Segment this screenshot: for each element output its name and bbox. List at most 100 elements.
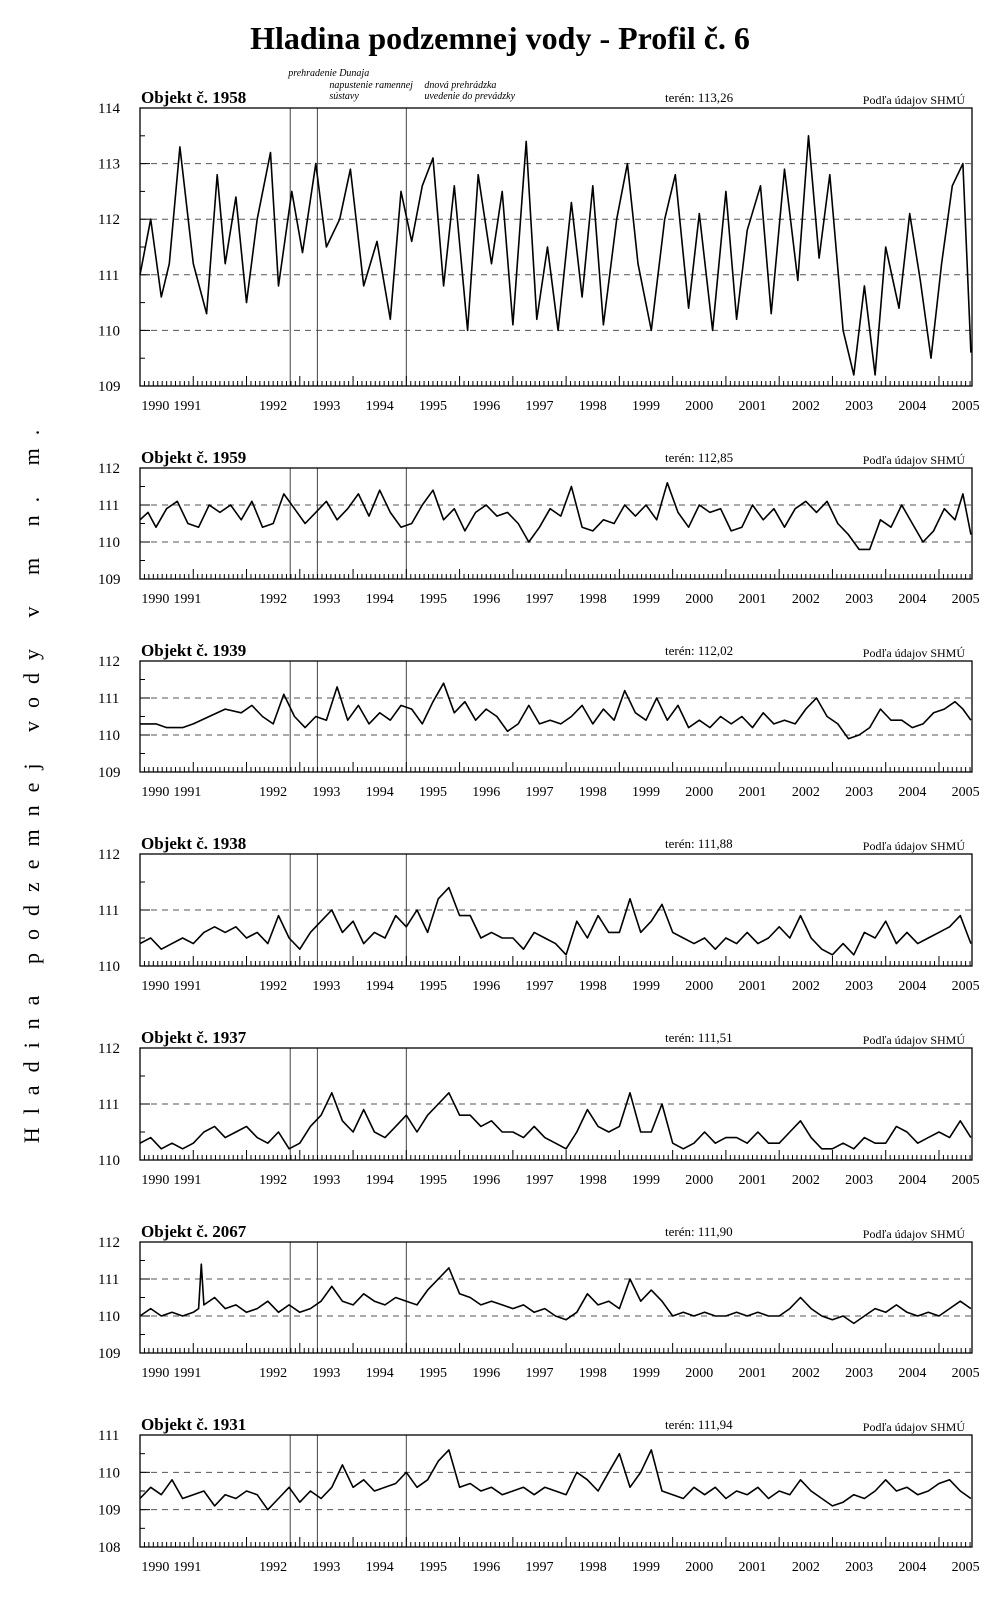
x-tick-label: 2000 bbox=[685, 979, 713, 994]
terrain-label: terén: 111,51 bbox=[665, 1030, 733, 1045]
data-series-line bbox=[140, 682, 972, 740]
x-tick-label: 1999 bbox=[632, 399, 660, 414]
x-tick-label: 1990 bbox=[141, 1366, 169, 1381]
data-series-line bbox=[139, 135, 972, 376]
x-tick-label: 1996 bbox=[472, 1366, 500, 1381]
source-label: Podľa údajov SHMÚ bbox=[863, 839, 966, 853]
x-tick-label: 1991 bbox=[173, 399, 201, 414]
x-tick-label: 2003 bbox=[845, 1173, 873, 1188]
x-tick-label: 2003 bbox=[845, 1560, 873, 1575]
y-tick-label: 111 bbox=[98, 903, 119, 919]
x-tick-label: 1991 bbox=[173, 785, 201, 800]
x-tick-label: 1993 bbox=[312, 1173, 340, 1188]
x-tick-label: 1997 bbox=[525, 1366, 553, 1381]
x-tick-label: 1990 bbox=[141, 979, 169, 994]
x-tick-label: 2005 bbox=[952, 1173, 980, 1188]
x-tick-label: 1995 bbox=[419, 592, 447, 607]
x-tick-label: 2003 bbox=[845, 785, 873, 800]
x-tick-label: 1997 bbox=[525, 785, 553, 800]
x-tick-label: 1990 bbox=[141, 1173, 169, 1188]
x-tick-label: 1991 bbox=[173, 979, 201, 994]
x-tick-label: 2002 bbox=[792, 399, 820, 414]
x-tick-label: 1992 bbox=[259, 979, 287, 994]
x-tick-label: 1996 bbox=[472, 785, 500, 800]
x-tick-label: 2001 bbox=[739, 1366, 767, 1381]
terrain-label: terén: 112,02 bbox=[665, 643, 733, 658]
plot-frame bbox=[139, 660, 973, 773]
x-tick-label: 1993 bbox=[312, 1560, 340, 1575]
y-tick-label: 109 bbox=[98, 1346, 121, 1362]
x-tick-label: 1998 bbox=[579, 1173, 607, 1188]
x-tick-label: 1999 bbox=[632, 1173, 660, 1188]
x-tick-label: 1997 bbox=[525, 979, 553, 994]
x-tick-label: 1996 bbox=[472, 1560, 500, 1575]
x-tick-label: 1994 bbox=[366, 1366, 394, 1381]
data-series-line bbox=[139, 482, 972, 551]
y-tick-label: 109 bbox=[98, 379, 121, 395]
terrain-label: terén: 111,90 bbox=[665, 1224, 733, 1239]
y-tick-label: 111 bbox=[98, 691, 119, 707]
y-tick-label: 110 bbox=[98, 728, 120, 744]
x-tick-label: 1993 bbox=[312, 785, 340, 800]
object-label: Objekt č. 2067 bbox=[141, 1222, 247, 1241]
chart-panel: Objekt č. 1939 terén: 112,02 Podľa údajov … bbox=[98, 641, 980, 800]
chart-panel: Objekt č. 1931 terén: 111,94 Podľa údajov … bbox=[98, 1415, 980, 1575]
event-label: uvedenie do prevádzky bbox=[424, 91, 515, 102]
y-tick-label: 110 bbox=[98, 535, 120, 551]
x-tick-label: 1997 bbox=[525, 592, 553, 607]
x-tick-label: 2002 bbox=[792, 1560, 820, 1575]
x-tick-label: 1992 bbox=[259, 1560, 287, 1575]
x-tick-label: 2004 bbox=[898, 1173, 926, 1188]
x-tick-label: 1995 bbox=[419, 1366, 447, 1381]
y-tick-label: 111 bbox=[98, 1272, 119, 1288]
x-tick-label: 1994 bbox=[366, 399, 394, 414]
x-tick-label: 1999 bbox=[632, 592, 660, 607]
x-tick-label: 1995 bbox=[419, 1173, 447, 1188]
y-tick-label: 111 bbox=[98, 498, 119, 514]
x-tick-label: 2005 bbox=[952, 592, 980, 607]
x-tick-label: 1993 bbox=[312, 1366, 340, 1381]
x-tick-label: 2005 bbox=[952, 399, 980, 414]
x-tick-label: 1991 bbox=[173, 1173, 201, 1188]
x-tick-label: 1996 bbox=[472, 592, 500, 607]
x-tick-label: 1994 bbox=[366, 1173, 394, 1188]
event-label: dnová prehrádzka bbox=[424, 80, 496, 91]
x-tick-label: 2001 bbox=[739, 592, 767, 607]
x-tick-label: 1991 bbox=[173, 1560, 201, 1575]
object-label: Objekt č. 1931 bbox=[141, 1415, 246, 1434]
y-tick-label: 113 bbox=[98, 157, 120, 173]
y-tick-label: 110 bbox=[98, 1153, 120, 1169]
data-series-line bbox=[139, 886, 972, 956]
y-tick-label: 112 bbox=[98, 1235, 120, 1251]
x-tick-label: 1999 bbox=[632, 979, 660, 994]
object-label: Objekt č. 1937 bbox=[141, 1028, 247, 1047]
x-tick-label: 2004 bbox=[898, 1560, 926, 1575]
source-label: Podľa údajov SHMÚ bbox=[863, 453, 966, 467]
source-label: Podľa údajov SHMÚ bbox=[863, 1420, 966, 1434]
chart-title: Hladina podzemnej vody - Profil č. 6 bbox=[250, 20, 750, 56]
x-tick-label: 1993 bbox=[312, 592, 340, 607]
x-tick-label: 2005 bbox=[952, 785, 980, 800]
x-tick-label: 2005 bbox=[952, 1366, 980, 1381]
event-label: sústavy bbox=[329, 91, 359, 102]
x-tick-label: 1991 bbox=[173, 1366, 201, 1381]
y-tick-label: 110 bbox=[98, 323, 120, 339]
x-tick-label: 2004 bbox=[898, 399, 926, 414]
chart-panel: Objekt č. 1937 terén: 111,51 Podľa údajov … bbox=[98, 1028, 980, 1188]
x-tick-label: 2002 bbox=[792, 1173, 820, 1188]
x-tick-label: 2000 bbox=[685, 1560, 713, 1575]
source-label: Podľa údajov SHMÚ bbox=[863, 93, 966, 107]
object-label: Objekt č. 1938 bbox=[141, 834, 246, 853]
x-tick-label: 1999 bbox=[632, 1560, 660, 1575]
x-tick-label: 2004 bbox=[898, 979, 926, 994]
x-tick-label: 1998 bbox=[579, 1366, 607, 1381]
x-tick-label: 1999 bbox=[632, 785, 660, 800]
x-tick-label: 2000 bbox=[685, 399, 713, 414]
x-tick-label: 1996 bbox=[472, 979, 500, 994]
x-tick-label: 1991 bbox=[173, 592, 201, 607]
x-tick-label: 2005 bbox=[952, 1560, 980, 1575]
x-tick-label: 1992 bbox=[259, 592, 287, 607]
chart-panel: Objekt č. 1958 terén: 113,26 Podľa údajov … bbox=[98, 88, 980, 414]
x-tick-label: 1992 bbox=[259, 399, 287, 414]
x-tick-label: 2001 bbox=[739, 399, 767, 414]
